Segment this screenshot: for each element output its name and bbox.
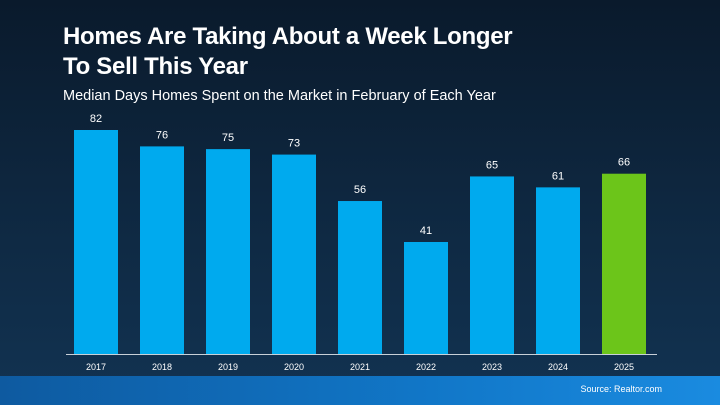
x-tick-label: 2021 <box>350 362 370 372</box>
x-tick-label: 2018 <box>152 362 172 372</box>
bar <box>338 201 382 354</box>
footer-band <box>0 376 720 405</box>
value-label: 73 <box>288 138 300 150</box>
x-tick-label: 2025 <box>614 362 634 372</box>
bar <box>470 176 514 354</box>
bar <box>602 173 646 354</box>
bar <box>404 242 448 354</box>
chart-title: Homes Are Taking About a Week Longer To … <box>63 23 513 80</box>
x-tick-label: 2020 <box>284 362 304 372</box>
value-label: 65 <box>486 159 498 171</box>
x-tick-label: 2022 <box>416 362 436 372</box>
x-tick-label: 2017 <box>86 362 106 372</box>
value-label: 61 <box>552 170 564 182</box>
value-label: 75 <box>222 132 234 144</box>
chart-subtitle: Median Days Homes Spent on the Market in… <box>63 88 496 104</box>
bar <box>536 187 580 354</box>
bar <box>74 130 118 354</box>
value-label: 41 <box>420 225 432 237</box>
value-label: 66 <box>618 157 630 169</box>
source-note: Source: Realtor.com <box>580 384 662 394</box>
x-tick-label: 2019 <box>218 362 238 372</box>
bar <box>140 146 184 354</box>
x-tick-label: 2023 <box>482 362 502 372</box>
value-label: 76 <box>156 129 168 141</box>
value-label: 82 <box>90 113 102 125</box>
bar <box>272 154 316 354</box>
value-label: 56 <box>354 184 366 196</box>
x-tick-label: 2024 <box>548 362 568 372</box>
bar <box>206 149 250 354</box>
